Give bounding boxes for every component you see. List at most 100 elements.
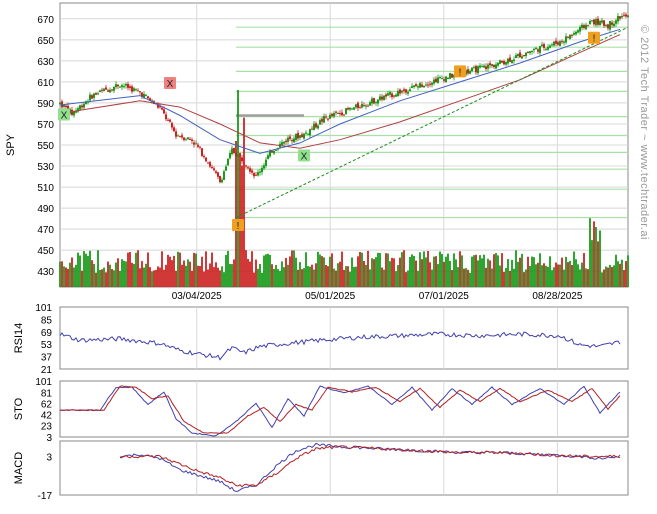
candle-body (577, 30, 579, 33)
volume-bar (461, 255, 463, 287)
volume-bar (455, 259, 457, 287)
candle-body (377, 99, 379, 104)
volume-bar (69, 262, 71, 287)
indicator-line (59, 331, 621, 361)
volume-bar (315, 263, 317, 287)
candle-body (475, 65, 477, 73)
candle-body (481, 66, 483, 68)
y-tick-label: 21 (41, 365, 53, 376)
volume-bar (61, 261, 63, 287)
candle-body (259, 171, 261, 173)
indicator-line (59, 385, 621, 437)
candle-body (287, 137, 289, 142)
volume-bar (155, 269, 157, 287)
volume-bar (81, 270, 83, 287)
candle-body (303, 133, 305, 139)
volume-bar (331, 253, 333, 287)
volume-bar (105, 272, 107, 287)
volume-bar (255, 259, 257, 287)
candle-body (265, 159, 267, 166)
volume-bar (545, 265, 547, 287)
volume-bar (393, 258, 395, 287)
candle-body (395, 94, 397, 97)
candle-body (211, 167, 213, 169)
volume-bar (617, 261, 619, 287)
volume-bar (433, 256, 435, 287)
candle-body (425, 84, 427, 86)
volume-bar (265, 254, 267, 287)
volume-bar (473, 255, 475, 287)
candle-body (163, 109, 165, 114)
buy-marker (58, 108, 70, 121)
y-tick-label: 430 (37, 267, 54, 278)
candle-body (65, 105, 67, 108)
volume-bar (115, 262, 117, 287)
volume-bar (89, 250, 91, 287)
volume-bar (245, 250, 247, 287)
y-tick-label: 450 (37, 246, 54, 257)
volume-bar (611, 267, 613, 287)
candle-body (477, 66, 479, 74)
volume-bar (429, 262, 431, 287)
volume-bar (521, 253, 523, 287)
x-tick-label: 07/01/2025 (419, 291, 469, 302)
volume-bar (467, 269, 469, 287)
volume-bar (223, 272, 225, 287)
candle-body (403, 89, 405, 91)
y-tick-label: 101 (35, 377, 52, 388)
y-tick-label: 570 (37, 120, 54, 131)
panel-macd: -17 3 MACD (13, 440, 629, 502)
volume-bar (149, 267, 151, 287)
candle-body (227, 158, 229, 166)
candle-body (241, 157, 243, 162)
volume-bar (285, 257, 287, 287)
candle-body (529, 51, 531, 53)
candle-body (433, 79, 435, 84)
volume-bar (541, 265, 543, 287)
y-tick-label: 3 (46, 452, 52, 463)
volume-bar (457, 267, 459, 287)
candle-body (429, 83, 431, 85)
volume-bar (323, 257, 325, 287)
candle-body (207, 162, 209, 164)
candle-body (329, 114, 331, 119)
volume-bar (91, 260, 93, 287)
candle-body (147, 96, 149, 99)
volume-bar (63, 266, 65, 287)
volume-bar (593, 221, 595, 287)
candle-body (179, 136, 181, 138)
volume-bar (595, 227, 597, 287)
candle-body (607, 24, 609, 29)
candles (59, 11, 629, 184)
volume-bar (339, 261, 341, 287)
volume-bar (623, 270, 625, 287)
volume-bar (87, 255, 89, 287)
volume-bar (557, 264, 559, 287)
volume-bar (537, 262, 539, 287)
volume-bar (549, 256, 551, 287)
candle-body (583, 25, 585, 28)
volume-bar (205, 251, 207, 287)
volume-bar (355, 266, 357, 287)
y-tick-label: -17 (38, 491, 53, 502)
volume-bar (337, 263, 339, 287)
candle-body (541, 44, 543, 47)
volume-bar (517, 261, 519, 287)
candle-body (223, 171, 225, 180)
volume-bar (249, 261, 251, 287)
volume-bar (191, 270, 193, 287)
candle-body (137, 90, 139, 92)
volume-bar (439, 251, 441, 287)
volume-bar (533, 257, 535, 287)
volume-bar (247, 258, 249, 287)
candle-body (479, 65, 481, 68)
candle-body (533, 48, 535, 51)
candle-body (131, 86, 133, 92)
volume-bar (449, 260, 451, 287)
volume-bar (475, 254, 477, 287)
chart-panels: 430 450 470 490 510 530 550 570 590 610 630 650 670 S… (5, 2, 629, 502)
volume-bar (361, 252, 363, 287)
candle-body (331, 113, 333, 116)
volume-bar (129, 252, 131, 287)
